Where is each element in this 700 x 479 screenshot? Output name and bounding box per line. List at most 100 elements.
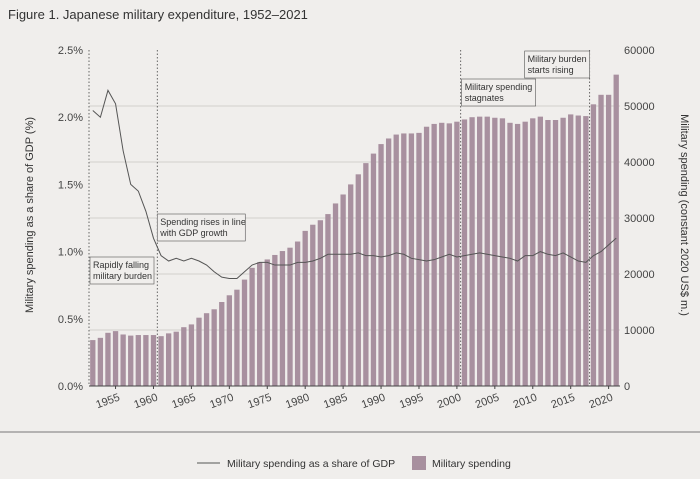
bar — [310, 224, 316, 386]
bar — [423, 126, 430, 386]
bar — [279, 251, 286, 386]
x-tick-label: 2020 — [588, 392, 615, 412]
bar — [507, 122, 513, 387]
bar — [325, 214, 331, 386]
bar — [105, 332, 111, 386]
left-tick-label: 2.0% — [58, 112, 83, 124]
legend-line-label: Military spending as a share of GDP — [227, 458, 395, 470]
left-tick-label: 0.0% — [58, 381, 83, 393]
x-tick-label: 1965 — [170, 392, 197, 412]
bar — [590, 104, 597, 386]
bar — [135, 335, 141, 386]
annotation-text: Military spending — [465, 82, 533, 92]
bar — [439, 122, 445, 387]
legend-bar-label: Military spending — [432, 458, 511, 470]
bar — [552, 120, 559, 386]
left-tick-label: 2.5% — [58, 45, 83, 57]
bar — [112, 331, 119, 386]
bar — [469, 117, 475, 386]
left-tick-label: 1.0% — [58, 247, 83, 259]
right-tick-label: 50000 — [624, 101, 655, 113]
x-tick-label: 1960 — [132, 392, 159, 412]
bar — [90, 340, 96, 386]
annotation-box — [89, 256, 155, 285]
bar — [120, 334, 126, 386]
x-tick-label: 1975 — [246, 392, 273, 412]
bar — [257, 262, 263, 386]
bar — [226, 295, 232, 386]
left-tick-label: 1.5% — [58, 179, 83, 191]
bar — [264, 259, 270, 386]
bar — [545, 120, 551, 386]
x-tick-label: 1990 — [360, 392, 387, 412]
bar — [363, 163, 369, 386]
bar — [219, 302, 225, 386]
bar — [173, 331, 179, 386]
bar — [598, 94, 604, 387]
bar — [370, 153, 377, 386]
right-tick-label: 60000 — [624, 45, 655, 57]
bar — [583, 116, 589, 386]
bar — [408, 133, 415, 386]
right-axis-label: Military spending (constant 2020 US$ m.) — [678, 114, 690, 316]
bar — [181, 327, 187, 386]
bar — [272, 254, 278, 386]
right-tick-label: 30000 — [624, 213, 655, 225]
bar — [188, 324, 195, 386]
bar — [530, 118, 536, 386]
bar — [613, 74, 619, 386]
bar — [477, 116, 483, 386]
left-axis-label: Military spending as a share of GDP (%) — [24, 117, 36, 313]
bar — [302, 230, 308, 386]
x-tick-label: 2005 — [474, 392, 501, 412]
bar-series — [90, 74, 619, 387]
bar — [211, 309, 217, 386]
bar — [378, 144, 384, 386]
annotation-text: Rapidly falling — [93, 260, 149, 270]
bar — [605, 94, 612, 387]
annotation-text: Military burden — [528, 54, 587, 64]
right-tick-label: 10000 — [624, 325, 655, 337]
right-tick-label: 40000 — [624, 157, 655, 169]
annotation-text: with GDP growth — [159, 228, 227, 238]
gdp-share-line — [92, 89, 617, 279]
annotation-text: stagnates — [465, 93, 505, 103]
bar — [385, 138, 392, 386]
left-axis-ticks: 0.0% 0.5% 1.0% 1.5% 2.0% 2.5% — [58, 45, 83, 393]
bar — [461, 119, 468, 386]
bar — [165, 333, 172, 386]
bar — [454, 121, 460, 387]
x-tick-label: 1980 — [284, 392, 311, 412]
annotation-box — [524, 50, 590, 79]
x-tick-label: 1970 — [208, 392, 235, 412]
x-axis-ticks: 1955 1960 1965 1970 1975 1980 1985 1990 1995 2000… — [94, 386, 615, 412]
x-tick-label: 1985 — [322, 392, 349, 412]
bar — [249, 267, 255, 386]
bar — [150, 335, 157, 386]
bar — [332, 203, 339, 386]
x-tick-label: 1955 — [94, 392, 121, 412]
bar — [317, 220, 324, 386]
bar — [348, 184, 354, 386]
bar — [484, 116, 490, 386]
bar — [522, 121, 528, 387]
x-tick-label: 2015 — [550, 392, 577, 412]
x-tick-label: 1995 — [398, 392, 425, 412]
bar — [241, 279, 248, 386]
bar — [575, 115, 581, 387]
bar — [196, 317, 202, 386]
chart-title: Figure 1. Japanese military expenditure,… — [8, 7, 308, 22]
bar — [97, 337, 104, 386]
annotation-box — [461, 78, 537, 107]
x-tick-label: 2000 — [436, 392, 463, 412]
annotation-box — [156, 213, 246, 242]
bar — [393, 134, 399, 386]
x-tick-label: 2010 — [512, 392, 539, 412]
bar — [294, 241, 301, 386]
bar — [340, 194, 346, 386]
right-tick-label: 20000 — [624, 269, 655, 281]
bar — [143, 335, 149, 386]
right-tick-label: 0 — [624, 381, 630, 393]
